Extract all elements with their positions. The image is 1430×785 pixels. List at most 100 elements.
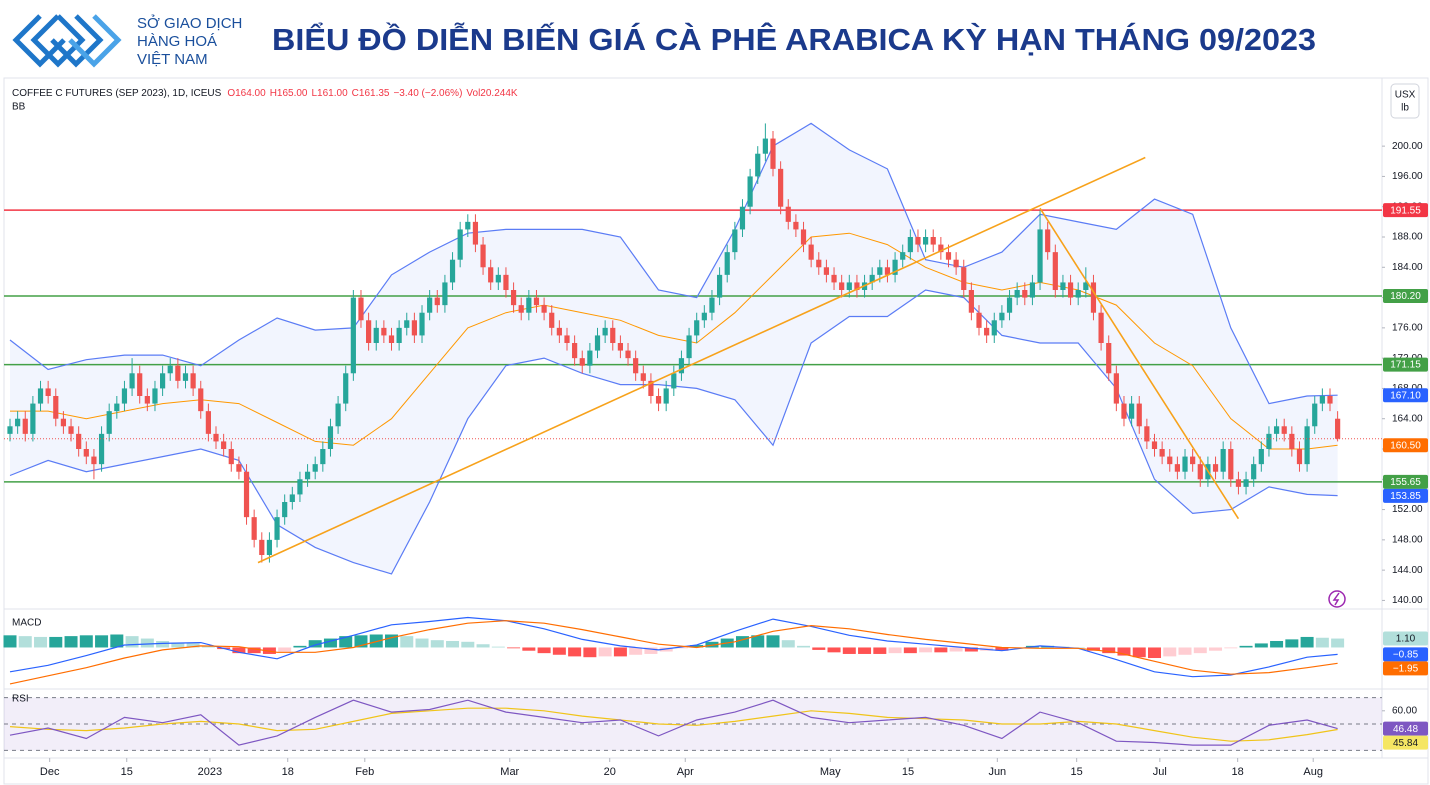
candle-body [907, 237, 913, 253]
candle-body [106, 411, 112, 434]
candle-body [518, 305, 524, 313]
macd-hist [491, 646, 505, 648]
x-tick-label: Jul [1153, 766, 1167, 778]
y-tick-label: 60.00 [1392, 705, 1417, 716]
candle-body [7, 426, 13, 434]
x-tick-label: 2023 [198, 766, 222, 778]
candle-body [76, 433, 82, 449]
price-tag-label: 167.10 [1390, 390, 1421, 401]
macd-hist [186, 643, 200, 648]
x-tick-label: 15 [902, 766, 914, 778]
candle-body [137, 373, 143, 396]
candle-body [121, 388, 128, 404]
candle-body [564, 335, 570, 343]
macd-hist [308, 640, 322, 648]
macd-hist [690, 645, 704, 648]
y-tick-label: 188.00 [1392, 232, 1423, 243]
candle-body [457, 229, 463, 260]
candle-body [701, 312, 707, 321]
x-tick-label: 18 [1232, 766, 1244, 778]
macd-hist [674, 647, 688, 649]
macd-hist [415, 638, 429, 648]
candle-body [572, 343, 578, 359]
candle-body [388, 335, 395, 343]
macd-hist [1224, 647, 1238, 649]
candle-body [1136, 403, 1142, 427]
symbol: COFFEE C FUTURES (SEP 2023), 1D, ICEUS [12, 88, 222, 99]
price-tag [1383, 488, 1428, 503]
macd-line [9, 616, 1338, 678]
logo-shape [50, 14, 104, 68]
candle-body [297, 479, 303, 495]
candle-body [53, 396, 59, 419]
x-tick-label: 20 [604, 766, 616, 778]
candle-body [716, 274, 723, 298]
candle-body [976, 312, 982, 328]
candle-body [304, 471, 311, 480]
candle-body [442, 282, 448, 306]
candle-body [1281, 426, 1287, 434]
candle-body [831, 274, 837, 283]
candle-body [732, 229, 738, 253]
candle-body [213, 433, 219, 442]
x-tick-label: Feb [355, 766, 374, 778]
candle-body [91, 456, 97, 465]
candle-body [1167, 456, 1173, 465]
macd-hist [629, 647, 643, 655]
candle-body [282, 502, 288, 518]
candle-body [892, 259, 898, 275]
alert-icon[interactable] [1328, 590, 1346, 608]
candle-body [190, 373, 196, 389]
macd-hist [919, 647, 933, 653]
candle-body [1144, 426, 1150, 442]
macd-hist [751, 635, 765, 648]
price-tag [1383, 289, 1428, 304]
candle-body [984, 327, 990, 336]
candle-body [175, 365, 181, 381]
alert-circle[interactable] [1328, 590, 1346, 608]
macd-hist [812, 647, 826, 650]
price-tag-label: 191.55 [1390, 205, 1421, 216]
candle-body [686, 335, 692, 359]
candle-body [1243, 479, 1249, 487]
candle-body [739, 206, 746, 230]
x-tick-label: Apr [677, 766, 694, 778]
macd-hist [18, 636, 32, 648]
candle-body [1266, 433, 1272, 449]
candle-body [1212, 464, 1219, 472]
unit-box[interactable] [1390, 83, 1420, 119]
macd-hist [842, 647, 856, 654]
candle-body [1129, 403, 1135, 419]
chart-info: COFFEE C FUTURES (SEP 2023), 1D, ICEUS O1… [12, 88, 518, 99]
pane-label: MACD [12, 618, 41, 629]
candle-body [877, 267, 883, 275]
macd-hist [583, 647, 597, 658]
candle-body [236, 464, 242, 472]
signal-line [9, 620, 1338, 685]
candle-body [869, 274, 875, 283]
macd-hist [1193, 647, 1207, 654]
macd-hist [1102, 647, 1116, 654]
logo-text: VIỆT NAM [137, 51, 208, 68]
candle-body [488, 267, 494, 283]
price-tag-label: 171.15 [1390, 360, 1421, 371]
candle-body [556, 327, 562, 336]
macd-hist [827, 647, 841, 653]
candle-body [1060, 282, 1066, 290]
candle-body [1121, 403, 1127, 419]
candle-body [1159, 449, 1165, 457]
candle-body [823, 267, 830, 275]
y-tick-label: 140.00 [1392, 595, 1423, 606]
candle-body [1312, 403, 1318, 427]
price-tag-label: 45.84 [1393, 738, 1418, 749]
candle-body [785, 206, 791, 222]
pane-label: RSI [12, 694, 29, 705]
macd-hist [278, 647, 292, 652]
candle-body [549, 312, 555, 328]
alert-bolt[interactable] [1332, 592, 1340, 606]
candle-body [915, 237, 921, 245]
macd-hist [568, 647, 582, 657]
price-tag [1383, 647, 1428, 662]
candle-body [472, 221, 479, 245]
candle-body [1182, 456, 1188, 472]
